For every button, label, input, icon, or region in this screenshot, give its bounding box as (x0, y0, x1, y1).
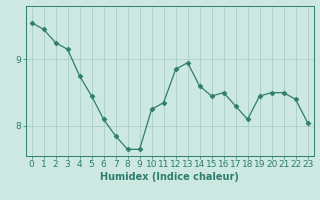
X-axis label: Humidex (Indice chaleur): Humidex (Indice chaleur) (100, 172, 239, 182)
